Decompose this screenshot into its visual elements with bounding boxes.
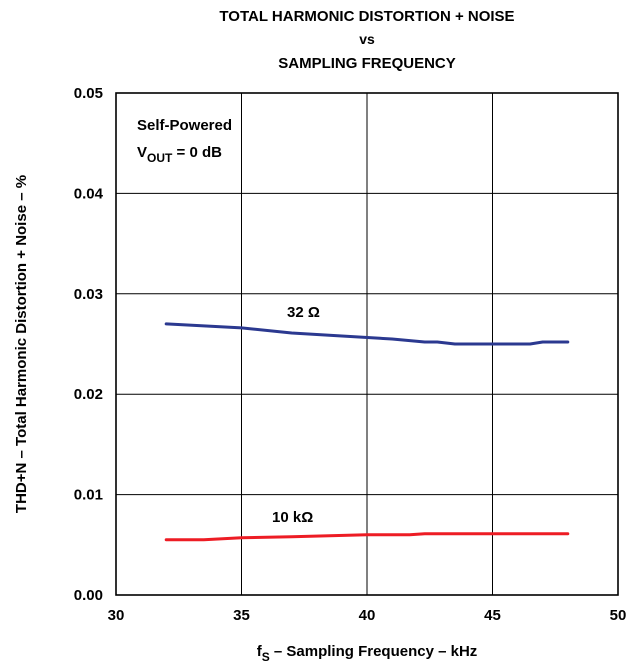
x-axis-label-sub: S <box>262 650 270 664</box>
y-tick-label: 0.00 <box>74 587 103 604</box>
x-tick-label: 45 <box>484 607 501 624</box>
y-tick-label: 0.04 <box>74 185 104 202</box>
grid <box>115 92 619 596</box>
x-tick-label: 30 <box>108 607 125 624</box>
x-tick-label: 35 <box>233 607 250 624</box>
series-lines <box>164 322 570 542</box>
x-tick-label: 50 <box>610 607 627 624</box>
x-axis-label-rest: – Sampling Frequency – kHz <box>270 643 478 660</box>
series-label-10k-ohm: 10 kΩ <box>272 509 313 526</box>
y-axis-label: THD+N – Total Harmonic Distortion + Nois… <box>13 175 30 513</box>
conditions-annotation: Self-Powered VOUT = 0 dB <box>137 117 232 165</box>
condition-vout-sub: OUT <box>147 151 173 165</box>
x-tick-label: 40 <box>359 607 376 624</box>
condition-self-powered: Self-Powered <box>137 117 232 134</box>
y-tick-label: 0.01 <box>74 487 103 504</box>
condition-vout-rest: = 0 dB <box>172 144 222 161</box>
series-label-32-ohm: 32 Ω <box>287 304 320 321</box>
chart-title-line-2: vs <box>359 31 375 47</box>
condition-vout-main: V <box>137 144 147 161</box>
x-axis-label: fS – Sampling Frequency – kHz <box>257 643 478 664</box>
y-tick-labels: 0.00 0.01 0.02 0.03 0.04 0.05 <box>74 85 104 604</box>
y-tick-label: 0.03 <box>74 286 103 303</box>
series-line-32-ohm <box>164 322 570 346</box>
plot-frame <box>115 92 619 596</box>
chart-title-line-1: TOTAL HARMONIC DISTORTION + NOISE <box>219 8 514 25</box>
y-tick-label: 0.05 <box>74 85 103 102</box>
x-axis-label-main: f <box>257 643 263 660</box>
x-tick-labels: 30 35 40 45 50 <box>108 607 627 624</box>
chart-title: TOTAL HARMONIC DISTORTION + NOISE vs SAM… <box>219 8 514 72</box>
y-tick-label: 0.02 <box>74 386 103 403</box>
condition-vout: VOUT = 0 dB <box>137 144 222 165</box>
series-line-10k-ohm <box>164 532 570 542</box>
chart-title-line-3: SAMPLING FREQUENCY <box>278 55 456 72</box>
